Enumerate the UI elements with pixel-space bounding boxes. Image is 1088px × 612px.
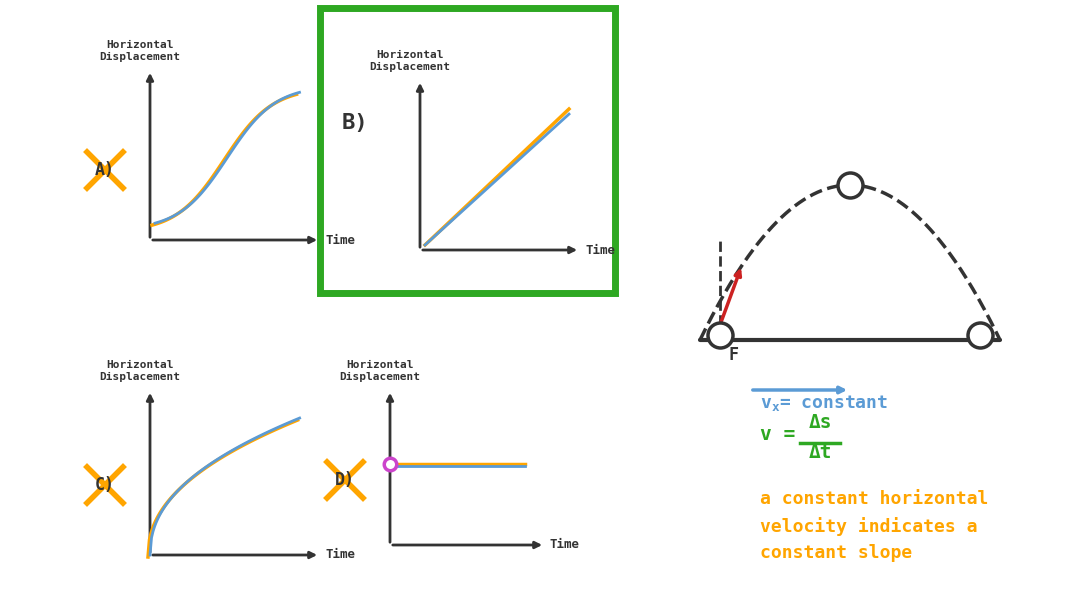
Text: a constant horizontal
velocity indicates a
constant slope: a constant horizontal velocity indicates… bbox=[761, 490, 988, 562]
Text: Time: Time bbox=[325, 548, 355, 561]
Text: Δt: Δt bbox=[808, 443, 831, 462]
Text: v =: v = bbox=[761, 425, 807, 444]
Text: Time: Time bbox=[585, 244, 615, 256]
Text: Time: Time bbox=[551, 539, 580, 551]
Text: Δs: Δs bbox=[808, 413, 831, 432]
Text: $\mathregular{v_x}$= constant: $\mathregular{v_x}$= constant bbox=[761, 393, 888, 413]
Text: Horizontal
Displacement: Horizontal Displacement bbox=[370, 50, 450, 72]
Text: Horizontal
Displacement: Horizontal Displacement bbox=[99, 40, 181, 62]
FancyBboxPatch shape bbox=[320, 8, 615, 293]
Text: F: F bbox=[728, 346, 738, 364]
Text: C): C) bbox=[95, 476, 115, 494]
Text: D): D) bbox=[335, 471, 355, 489]
Text: Horizontal
Displacement: Horizontal Displacement bbox=[99, 360, 181, 382]
Text: Time: Time bbox=[325, 234, 355, 247]
Text: B): B) bbox=[342, 113, 369, 133]
Text: Horizontal
Displacement: Horizontal Displacement bbox=[339, 360, 420, 382]
Text: A): A) bbox=[95, 161, 115, 179]
